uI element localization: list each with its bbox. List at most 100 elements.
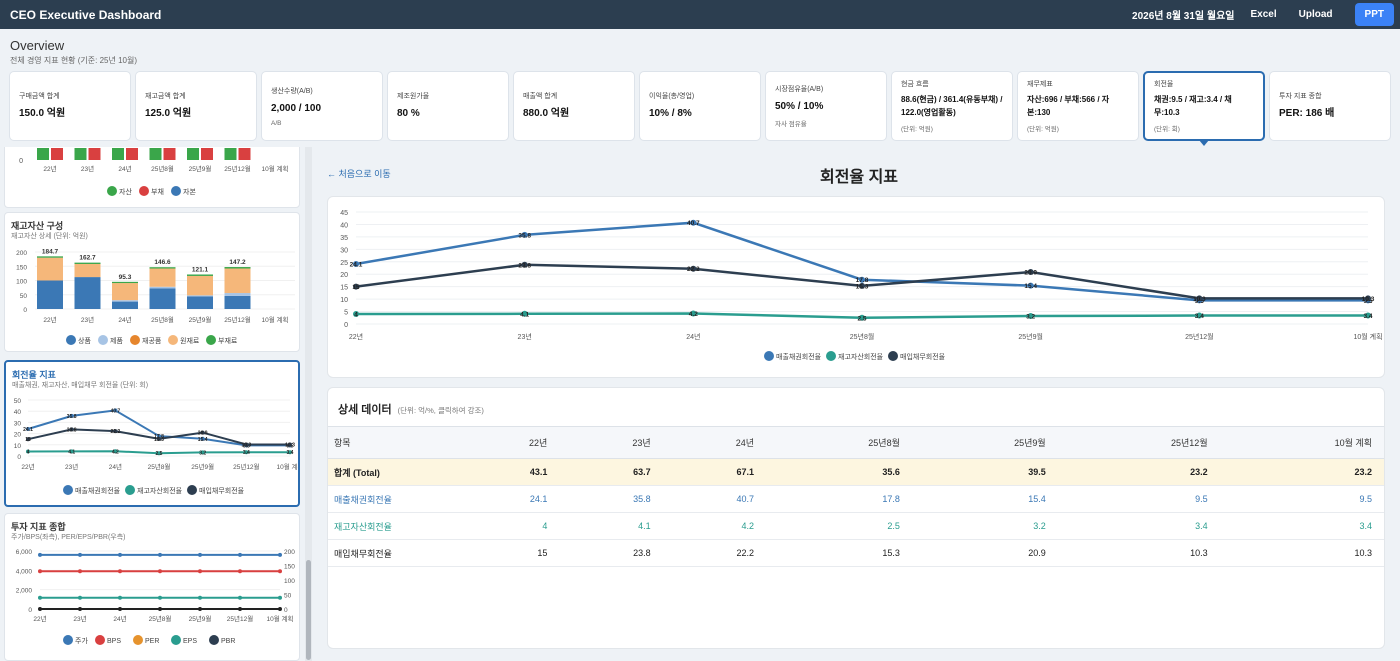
kpi-card-sales[interactable]: 매출액 합계 880.0 억원 bbox=[513, 71, 635, 141]
stack-segment bbox=[74, 277, 101, 309]
legend-swatch bbox=[107, 186, 117, 196]
table-row-total[interactable]: 합계 (Total) 43.1 63.7 67.1 35.6 39.5 23.2… bbox=[328, 458, 1384, 486]
kpi-card-cost-rate[interactable]: 제조원가율 80 % bbox=[387, 71, 509, 141]
kpi-card-profit-rate[interactable]: 이익율(총/영업) 10% / 8% bbox=[639, 71, 761, 141]
investment-mini-chart: 6,000 4,000 2,000 0 200 150 100 50 0 22년 23년 24년 25… bbox=[16, 549, 295, 645]
table-cell: 23.2 bbox=[1221, 458, 1384, 486]
data-point bbox=[69, 449, 74, 454]
row-label: 재고자산회전율 bbox=[328, 512, 458, 540]
data-point bbox=[38, 552, 42, 557]
table-row-inventory-turnover[interactable]: 재고자산회전율 4 4.1 4.2 2.5 3.2 3.4 3.4 bbox=[328, 512, 1384, 540]
data-point bbox=[38, 569, 42, 574]
kpi-value: PER: 186 배 bbox=[1279, 107, 1335, 119]
table-cell: 3.4 bbox=[1059, 512, 1222, 540]
kpi-card-turnover[interactable]: 회전율 채권:9.5 / 재고:3.4 / 채무:10.3 (단위: 회) bbox=[1143, 71, 1265, 146]
data-point bbox=[521, 261, 528, 268]
kpi-value: 2,000 / 100 bbox=[271, 102, 322, 114]
table-cell: 23.2 bbox=[1059, 458, 1222, 486]
data-label: 20.9 bbox=[198, 431, 208, 437]
sidebar-scrollbar-track[interactable] bbox=[305, 147, 312, 661]
main-panel: 회전율 지표 ← 처음으로 이동 0 5 10 15 20 25 30 35 40 45 22년 2… bbox=[313, 147, 1400, 661]
data-point bbox=[278, 552, 282, 557]
data-point bbox=[198, 569, 202, 574]
stack-segment bbox=[112, 300, 138, 302]
kpi-label: 투자 지표 종합 bbox=[1279, 92, 1322, 100]
data-point bbox=[353, 261, 359, 268]
kpi-card-production[interactable]: 생산수량(A/B) 2,000 / 100 A/B bbox=[261, 71, 383, 141]
table-cell: 3.4 bbox=[1221, 512, 1384, 540]
data-label: 15.4 bbox=[1024, 283, 1037, 290]
x-tick-label: 25년8월 bbox=[151, 164, 174, 173]
table-cell: 22.2 bbox=[664, 539, 769, 567]
sidebar-scrollbar-thumb[interactable] bbox=[306, 560, 311, 660]
excel-button[interactable]: Excel bbox=[1250, 9, 1277, 20]
data-point bbox=[238, 607, 242, 611]
data-label: 4.2 bbox=[689, 311, 698, 318]
stack-segment bbox=[149, 268, 176, 287]
legend-label: BPS bbox=[107, 638, 121, 645]
data-label: 3.2 bbox=[199, 450, 206, 456]
legend-swatch bbox=[98, 335, 108, 345]
x-tick-label: 23년 bbox=[518, 332, 532, 341]
data-label: 17.8 bbox=[856, 277, 869, 284]
data-label: 22.2 bbox=[110, 429, 120, 435]
data-point bbox=[244, 442, 249, 447]
kpi-card-purchase[interactable]: 구매금액 합계 150.0 억원 bbox=[9, 71, 131, 141]
data-label: 4 bbox=[27, 450, 30, 456]
legend-swatch bbox=[826, 351, 836, 361]
investment-card[interactable]: 투자 지표 종합 주가/BPS(좌측), PER/EPS/PBR(우측) 6,0… bbox=[4, 513, 300, 661]
data-label: 10.3 bbox=[1193, 296, 1206, 303]
x-tick-label: 24년 bbox=[109, 462, 122, 471]
column-header: 항목 bbox=[328, 426, 458, 459]
stack-segment bbox=[224, 267, 251, 269]
stack-segment bbox=[37, 257, 63, 281]
back-link[interactable]: ← 처음으로 이동 bbox=[327, 169, 391, 179]
table-cell: 15 bbox=[458, 539, 562, 567]
balance-sheet-card[interactable]: 0 22년 23년 24년 25년8월 25년9월 25년12월 10월 계획 자산 부채 자본 bbox=[4, 147, 300, 208]
legend-swatch bbox=[209, 635, 219, 645]
data-point bbox=[118, 607, 122, 611]
legend-label: 원재료 bbox=[180, 336, 200, 345]
x-tick-label: 25년12월 bbox=[233, 462, 259, 471]
asset-bar bbox=[224, 148, 237, 160]
y-tick-label: 30 bbox=[14, 420, 22, 427]
legend-swatch bbox=[888, 351, 898, 361]
table-cell: 9.5 bbox=[1221, 485, 1384, 513]
table-cell: 23.8 bbox=[561, 539, 665, 567]
y-tick-label: 200 bbox=[16, 250, 27, 257]
y-tick-label: 50 bbox=[14, 398, 22, 405]
data-point bbox=[521, 310, 528, 317]
upload-button[interactable]: Upload bbox=[1298, 9, 1333, 20]
x-tick-label: 24년 bbox=[686, 332, 700, 341]
y-right-tick-label: 150 bbox=[284, 564, 295, 571]
kpi-card-investment[interactable]: 투자 지표 종합 PER: 186 배 bbox=[1269, 71, 1391, 141]
data-label: 20.9 bbox=[1024, 269, 1037, 276]
data-point bbox=[69, 413, 74, 418]
kpi-card-financial-statement[interactable]: 재무제표 자산:696 / 부채:566 / 자본:130 (단위: 억원) bbox=[1017, 71, 1139, 141]
table-row-receivable-turnover[interactable]: 매출채권회전율 24.1 35.8 40.7 17.8 15.4 9.5 9.5 bbox=[328, 485, 1384, 513]
kpi-value: 50% / 10% bbox=[775, 101, 824, 112]
legend-label: 상품 bbox=[78, 336, 91, 345]
table-cell: 63.7 bbox=[561, 458, 665, 486]
stack-segment bbox=[224, 293, 251, 296]
kpi-label: 시장점유율(A/B) bbox=[775, 86, 824, 93]
table-row-payable-turnover[interactable]: 매입채무회전율 15 23.8 22.2 15.3 20.9 10.3 10.3 bbox=[328, 539, 1384, 567]
kpi-label: 이익율(총/영업) bbox=[649, 92, 695, 100]
kpi-card-market-share[interactable]: 시장점유율(A/B) 50% / 10% 자사 점유율 bbox=[765, 71, 887, 141]
y-tick-label: 0 bbox=[344, 322, 348, 329]
data-point bbox=[1196, 295, 1203, 302]
legend-swatch bbox=[168, 335, 178, 345]
kpi-value: 자산:696 / 부채:566 / 자본:130 bbox=[1027, 95, 1110, 117]
data-point bbox=[288, 450, 292, 455]
stack-segment bbox=[74, 262, 101, 264]
kpi-card-inventory[interactable]: 재고금액 합계 125.0 억원 bbox=[135, 71, 257, 141]
kpi-card-cash-flow[interactable]: 현금 흐름 88.6(현금) / 361.4(유동부채) / 122.0(영업활… bbox=[891, 71, 1013, 141]
y-tick-label: 0 bbox=[17, 454, 21, 461]
data-point bbox=[1365, 295, 1371, 302]
ppt-button[interactable]: PPT bbox=[1354, 3, 1394, 26]
inventory-card[interactable]: 재고자산 구성 재고자산 상세 (단위: 억원) 200 150 100 50 0 18… bbox=[4, 212, 300, 352]
turnover-card[interactable]: 회전율 지표 매출채권, 재고자산, 매입채무 회전율 (단위: 회) 50 40… bbox=[4, 360, 300, 507]
kpi-value: 88.6(현금) / 361.4(유동부채) / 122.0(영업활동) bbox=[901, 95, 1003, 117]
data-point bbox=[238, 595, 242, 600]
debt-bar bbox=[163, 148, 176, 160]
